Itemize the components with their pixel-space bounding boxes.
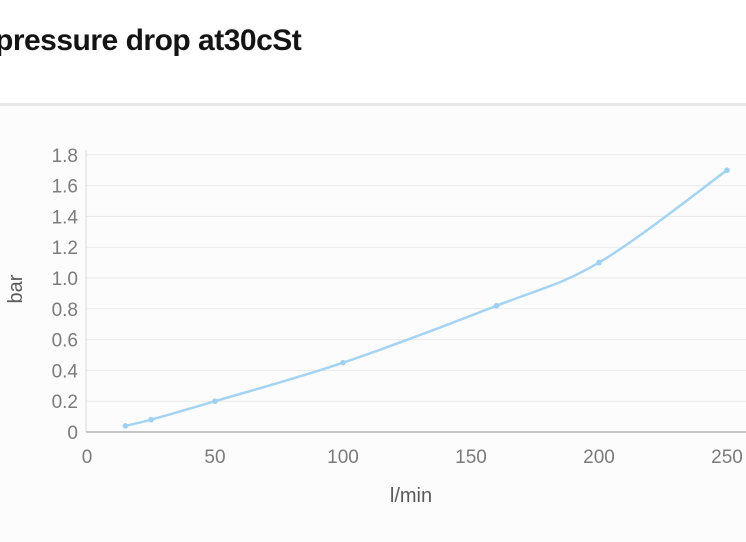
data-point-marker bbox=[493, 302, 500, 309]
x-tick-label: 50 bbox=[204, 447, 225, 468]
y-tick-label: 0.8 bbox=[52, 300, 78, 321]
data-point-marker bbox=[212, 398, 218, 405]
y-tick-label: 0.2 bbox=[52, 392, 78, 413]
data-point-marker bbox=[340, 359, 346, 366]
x-tick-label: 100 bbox=[327, 447, 359, 468]
chart-title: pressure drop at30cSt bbox=[0, 24, 302, 57]
series-line bbox=[124, 168, 729, 428]
x-tick-label: 250 bbox=[711, 447, 743, 468]
y-axis-title: bar bbox=[5, 274, 27, 303]
y-tick-label: 1.0 bbox=[52, 269, 78, 290]
data-point-marker bbox=[122, 423, 129, 429]
x-tick-label: 200 bbox=[583, 447, 615, 468]
data-point-marker bbox=[596, 259, 602, 266]
y-tick-label: 0 bbox=[67, 423, 78, 444]
y-tick-label: 1.8 bbox=[52, 146, 78, 167]
y-tick-label: 1.6 bbox=[52, 177, 78, 198]
x-tick-label: 0 bbox=[82, 447, 93, 468]
x-tick-label: 150 bbox=[455, 447, 487, 468]
y-tick-label: 1.2 bbox=[52, 238, 78, 259]
y-tick-label: 0.6 bbox=[52, 331, 78, 352]
x-axis-title: l/min bbox=[390, 485, 432, 507]
plot-background bbox=[0, 106, 746, 542]
y-tick-label: 0.4 bbox=[52, 361, 79, 382]
header-divider bbox=[0, 103, 746, 106]
data-point-marker bbox=[148, 416, 154, 423]
chart-plot-area: 0 0.2 0.4 0.6 0.8 1.0 1.2 1.4 1.6 1.8 0 50 100 150 200… bbox=[0, 106, 746, 542]
data-point-marker bbox=[724, 167, 730, 173]
y-tick-label: 1.4 bbox=[52, 207, 79, 228]
